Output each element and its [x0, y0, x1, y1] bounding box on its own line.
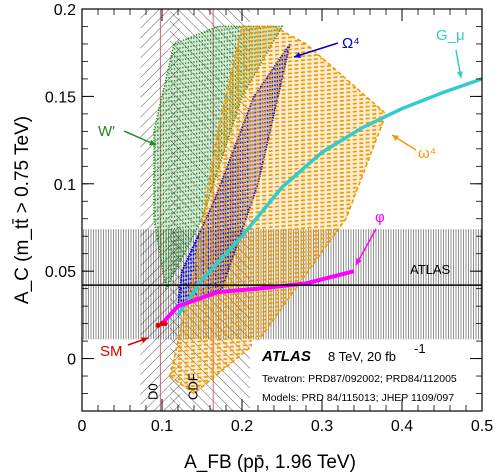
band-label-cdf: CDF [185, 373, 200, 400]
curve-4 [176, 77, 482, 316]
label-omega4-lower: ω⁴ [418, 145, 436, 162]
tevatron-ref: Tevatron: PRD87/092002; PRD84/112005 [262, 373, 457, 385]
plot-frame [81, 8, 483, 412]
x-axis-title: A_FB (pp̄, 1.96 TeV) [184, 452, 356, 473]
label-omega4-upper: Ω⁴ [342, 35, 360, 52]
x-tick-label-4: 0.4 [391, 418, 413, 435]
y-tick-label-4: 0.2 [54, 2, 76, 19]
sm-point-0 [155, 322, 161, 328]
label-phi: φ [375, 209, 385, 226]
info-box [252, 340, 482, 410]
axis-tick-labels: 0 0.1 0.2 0.3 0.4 0.5 0 0.05 0.1 0.15 0.2 [45, 2, 493, 435]
label-sm: SM [100, 343, 123, 360]
atlas-title: ATLAS [261, 348, 311, 365]
y-tick-label-3: 0.15 [45, 89, 76, 106]
atlas-energy: 8 TeV, 20 fb [328, 349, 396, 364]
axis-ticks [81, 8, 483, 412]
y-tick-label-1: 0.05 [45, 264, 76, 281]
x-tick-label-1: 0.1 [151, 418, 173, 435]
sm-point-2 [162, 321, 168, 327]
model-curves [82, 77, 482, 328]
measurement-bands [82, 9, 482, 411]
band-label-d0: D0 [145, 383, 160, 400]
x-tick-label-0: 0 [78, 418, 87, 435]
atlas-energy-sup: -1 [414, 341, 426, 356]
label-w-prime: W′ [98, 123, 115, 140]
x-tick-label-2: 0.2 [231, 418, 253, 435]
label-g-mu: G_μ [436, 27, 465, 44]
y-axis-title: A_C (m_tt̄ > 0.75 TeV) [12, 116, 33, 304]
curve-5 [160, 269, 355, 325]
models-ref: Models: PRD 84/115013; JHEP 1109/097 [262, 392, 454, 404]
y-tick-label-2: 0.1 [54, 177, 76, 194]
x-tick-label-5: 0.5 [471, 418, 493, 435]
x-tick-label-3: 0.3 [311, 418, 333, 435]
series-labels: W′ Ω⁴ ω⁴ G_μ φ SM ATLAS D0 CDF [98, 27, 465, 400]
y-tick-label-0: 0 [67, 352, 76, 369]
atlas-band-label: ATLAS [410, 262, 451, 277]
